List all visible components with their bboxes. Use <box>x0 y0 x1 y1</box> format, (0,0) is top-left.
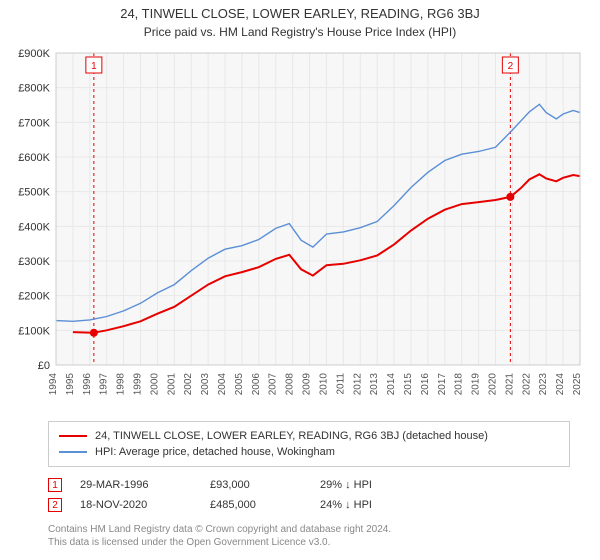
x-tick-label: 2023 <box>538 373 549 396</box>
x-tick-label: 2017 <box>437 373 448 396</box>
x-tick-label: 2025 <box>572 373 583 396</box>
plot-background <box>56 53 580 365</box>
chart-area: £0 £100K £200K £300K £400K £500K £600K £700K £80… <box>10 45 590 413</box>
x-tick-label: 2021 <box>504 373 515 396</box>
y-tick-label: £100K <box>18 325 50 337</box>
legend-swatch <box>59 451 87 453</box>
y-tick-label: £900K <box>18 48 50 60</box>
legend: 24, TINWELL CLOSE, LOWER EARLEY, READING… <box>48 421 570 467</box>
y-tick-label: £0 <box>38 360 50 372</box>
y-tick-label: £800K <box>18 83 50 95</box>
x-tick-label: 2019 <box>471 373 482 396</box>
sales-table: 1 29-MAR-1996£93,00029% ↓ HPI 2 18-NOV-2020… <box>48 475 570 515</box>
legend-label: 24, TINWELL CLOSE, LOWER EARLEY, READING… <box>95 430 488 442</box>
legend-label: HPI: Average price, detached house, Woki… <box>95 446 335 458</box>
x-tick-label: 2004 <box>217 373 228 396</box>
x-tick-label: 2014 <box>386 373 397 396</box>
x-tick-label: 2016 <box>420 373 431 396</box>
x-tick-label: 2020 <box>487 373 498 396</box>
y-tick-label: £300K <box>18 256 50 268</box>
x-tick-label: 1994 <box>48 373 59 396</box>
sales-badge: 2 <box>48 498 62 512</box>
x-tick-label: 1996 <box>82 373 93 396</box>
x-tick-label: 2009 <box>302 373 313 396</box>
sales-date: 29-MAR-1996 <box>80 479 210 491</box>
sales-pct: 29% ↓ HPI <box>320 479 440 491</box>
y-tick-label: £500K <box>18 187 50 199</box>
x-tick-label: 2000 <box>149 373 160 396</box>
sales-row: 1 29-MAR-1996£93,00029% ↓ HPI <box>48 475 570 495</box>
legend-swatch <box>59 435 87 437</box>
y-tick-label: £200K <box>18 291 50 303</box>
x-tick-label: 2024 <box>555 373 566 396</box>
footer-line-1: Contains HM Land Registry data © Crown c… <box>48 523 570 536</box>
x-tick-label: 2002 <box>183 373 194 396</box>
footer-line-2: This data is licensed under the Open Gov… <box>48 536 570 549</box>
sales-date: 18-NOV-2020 <box>80 499 210 511</box>
legend-row: 24, TINWELL CLOSE, LOWER EARLEY, READING… <box>59 428 559 444</box>
x-tick-label: 2015 <box>403 373 414 396</box>
chart-svg: £0 £100K £200K £300K £400K £500K £600K £700K £80… <box>10 45 590 413</box>
y-tick-label: £400K <box>18 221 50 233</box>
x-tick-label: 2012 <box>352 373 363 396</box>
x-tick-label: 1999 <box>133 373 144 396</box>
x-tick-label: 1995 <box>65 373 76 396</box>
sales-price: £485,000 <box>210 499 320 511</box>
y-tick-label: £700K <box>18 117 50 129</box>
x-tick-label: 2013 <box>369 373 380 396</box>
x-tick-label: 1998 <box>116 373 127 396</box>
x-tick-label: 2006 <box>251 373 262 396</box>
x-tick-label: 2003 <box>200 373 211 396</box>
x-tick-label: 2018 <box>454 373 465 396</box>
sale-point <box>90 329 98 337</box>
x-tick-label: 2008 <box>285 373 296 396</box>
sale-badge-number: 2 <box>508 61 514 72</box>
chart-title: 24, TINWELL CLOSE, LOWER EARLEY, READING… <box>0 0 600 21</box>
footer: Contains HM Land Registry data © Crown c… <box>48 523 570 549</box>
x-tick-label: 2022 <box>521 373 532 396</box>
chart-container: 24, TINWELL CLOSE, LOWER EARLEY, READING… <box>0 0 600 560</box>
x-tick-label: 2011 <box>335 373 346 395</box>
sale-point <box>506 193 514 201</box>
legend-row: HPI: Average price, detached house, Woki… <box>59 444 559 460</box>
sales-price: £93,000 <box>210 479 320 491</box>
x-tick-label: 2007 <box>268 373 279 396</box>
x-tick-label: 2005 <box>234 373 245 396</box>
x-tick-label: 1997 <box>99 373 110 396</box>
sale-badge-number: 1 <box>91 61 97 72</box>
chart-subtitle: Price paid vs. HM Land Registry's House … <box>0 21 600 45</box>
y-tick-label: £600K <box>18 152 50 164</box>
x-tick-label: 2010 <box>318 373 329 396</box>
sales-badge: 1 <box>48 478 62 492</box>
sales-pct: 24% ↓ HPI <box>320 499 440 511</box>
sales-row: 2 18-NOV-2020£485,00024% ↓ HPI <box>48 495 570 515</box>
x-tick-label: 2001 <box>166 373 177 396</box>
